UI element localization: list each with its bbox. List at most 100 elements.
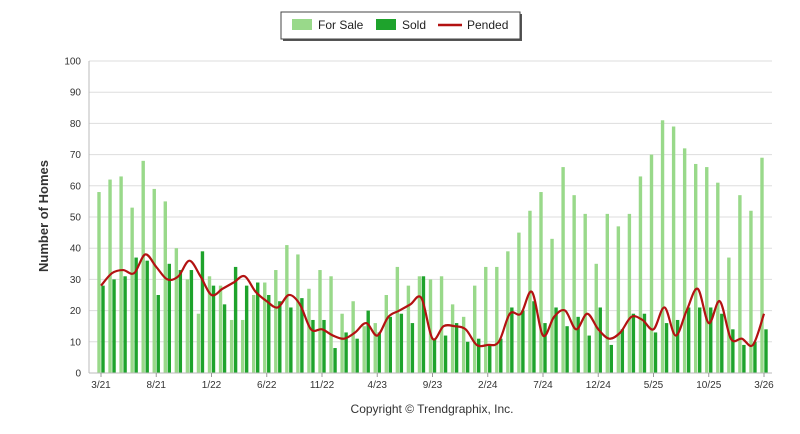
y-tick-label: 10: [70, 337, 82, 348]
x-tick-label: 10/25: [696, 380, 721, 391]
bar-sold: [256, 282, 260, 373]
legend-label-sold: Sold: [402, 18, 426, 32]
bar-for-sale: [627, 213, 632, 373]
x-tick-label: 4/23: [368, 380, 388, 391]
bar-sold: [510, 307, 514, 373]
bar-for-sale: [329, 276, 333, 373]
bar-sold: [178, 270, 183, 373]
bar-sold: [101, 285, 105, 373]
bar-for-sale: [285, 245, 289, 373]
bar-for-sale: [406, 285, 411, 373]
x-tick-label: 5/25: [644, 380, 664, 391]
bar-for-sale: [174, 248, 179, 373]
y-tick-label: 60: [70, 181, 82, 192]
bar-sold: [333, 348, 337, 373]
bar-for-sale: [318, 270, 322, 373]
bar-sold: [145, 260, 149, 373]
y-tick-label: 20: [70, 306, 82, 317]
bar-sold: [576, 316, 580, 373]
bar-sold: [709, 307, 713, 373]
bar-for-sale: [473, 285, 477, 373]
bar-sold: [764, 329, 768, 373]
bar-sold: [377, 332, 381, 373]
bar-for-sale: [307, 288, 311, 373]
y-axis-title: Number of Homes: [36, 160, 51, 272]
bar-sold: [454, 323, 459, 373]
legend-swatch-sold: [376, 19, 396, 30]
bar-sold: [421, 276, 426, 373]
bar-sold: [598, 307, 602, 373]
bar-sold: [355, 338, 359, 373]
bar-sold: [686, 307, 691, 373]
bar-for-sale: [561, 167, 565, 373]
bar-for-sale: [450, 304, 455, 373]
bar-for-sale: [97, 192, 101, 373]
bar-sold: [200, 251, 205, 373]
bar-sold: [753, 341, 757, 373]
bar-sold: [477, 338, 481, 373]
bar-sold: [189, 270, 194, 373]
bar-sold: [322, 319, 326, 373]
legend-label-for-sale: For Sale: [318, 18, 364, 32]
bar-for-sale: [594, 263, 598, 373]
bar-for-sale: [506, 251, 510, 373]
bar-sold: [344, 332, 348, 373]
bar-sold: [267, 295, 271, 373]
pended-line: [100, 253, 766, 348]
bar-for-sale: [517, 232, 521, 373]
bar-for-sale: [362, 326, 366, 373]
bar-for-sale: [163, 201, 167, 373]
bar-for-sale: [130, 207, 134, 373]
x-tick-label: 3/21: [91, 380, 111, 391]
x-tick-label: 6/22: [257, 380, 277, 391]
y-tick-label: 30: [70, 275, 82, 286]
bar-sold: [664, 323, 669, 373]
bar-for-sale: [263, 282, 267, 373]
bar-for-sale: [141, 160, 145, 373]
bar-sold: [278, 301, 282, 373]
y-tick-label: 80: [70, 119, 82, 130]
bar-for-sale: [583, 213, 587, 373]
bar-for-sale: [738, 195, 742, 373]
bar-for-sale: [716, 182, 720, 373]
bars-layer: [97, 120, 768, 374]
bar-sold: [311, 319, 315, 373]
bar-for-sale: [439, 276, 444, 373]
bar-sold: [410, 323, 415, 373]
y-tick-label: 40: [70, 244, 82, 255]
y-tick-label: 50: [70, 213, 82, 224]
bar-for-sale: [417, 276, 422, 373]
bar-for-sale: [649, 154, 654, 373]
y-tick-label: 70: [70, 150, 82, 161]
bar-for-sale: [340, 313, 344, 373]
bar-for-sale: [185, 279, 190, 373]
bar-sold: [554, 307, 558, 373]
bar-sold: [543, 323, 547, 373]
bar-sold: [222, 304, 227, 373]
bar-sold: [609, 344, 613, 373]
bar-sold: [499, 338, 503, 373]
x-tick-label: 12/24: [586, 380, 611, 391]
legend-label-pended: Pended: [467, 18, 508, 32]
bar-for-sale: [495, 266, 499, 373]
bar-for-sale: [119, 176, 123, 373]
bar-for-sale: [727, 257, 731, 373]
bar-sold: [443, 335, 448, 373]
bar-sold: [244, 285, 249, 373]
bar-for-sale: [373, 323, 377, 373]
axis-layer: 0 10 20 30 40 50 60 70 80 90 100 3/21 8/21 1/22 6/22 11…: [64, 57, 774, 392]
bar-for-sale: [384, 295, 388, 373]
bar-sold: [399, 313, 404, 373]
bar-sold: [720, 313, 724, 373]
bar-sold: [366, 310, 370, 373]
bar-for-sale: [207, 276, 212, 373]
bar-for-sale: [196, 313, 201, 373]
bar-sold: [465, 341, 470, 373]
legend-box: [280, 11, 521, 40]
y-tick-label: 90: [70, 88, 82, 99]
bar-for-sale: [484, 266, 488, 373]
copyright-credit: Copyright © Trendgraphix, Inc.: [351, 402, 514, 416]
bar-for-sale: [572, 195, 576, 373]
bar-sold: [631, 313, 636, 373]
legend-swatch-for-sale: [292, 19, 312, 30]
